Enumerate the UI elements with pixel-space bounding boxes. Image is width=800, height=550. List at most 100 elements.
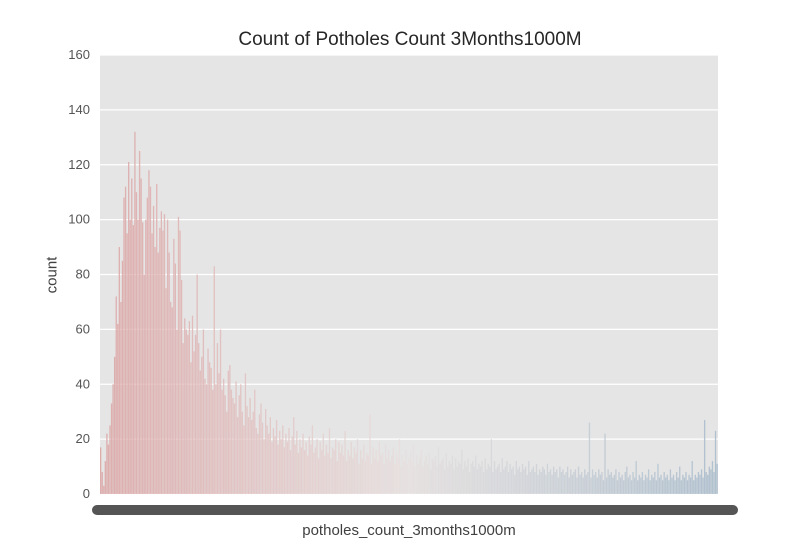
y-tick-label: 0 bbox=[83, 486, 90, 501]
bar bbox=[702, 477, 704, 494]
bar bbox=[383, 463, 385, 494]
bar bbox=[229, 365, 231, 494]
bar bbox=[333, 450, 335, 494]
bar bbox=[331, 447, 334, 494]
bar bbox=[230, 389, 233, 494]
bar bbox=[568, 477, 570, 494]
bar bbox=[152, 205, 155, 494]
bar bbox=[366, 452, 368, 494]
bar bbox=[549, 469, 552, 494]
bar bbox=[593, 474, 595, 494]
bar bbox=[521, 463, 524, 494]
bar bbox=[501, 458, 503, 494]
bar bbox=[517, 469, 519, 494]
bar bbox=[571, 474, 573, 494]
bar bbox=[629, 474, 631, 494]
bar bbox=[433, 461, 435, 494]
bar bbox=[661, 480, 664, 494]
bar bbox=[112, 384, 114, 494]
bar bbox=[510, 469, 513, 494]
bar bbox=[221, 389, 223, 494]
bar bbox=[599, 474, 602, 494]
bar bbox=[361, 458, 363, 494]
bar bbox=[129, 219, 131, 495]
bar bbox=[470, 463, 472, 494]
bar bbox=[543, 469, 545, 494]
bar bbox=[641, 472, 644, 494]
bar bbox=[412, 444, 415, 494]
bar bbox=[563, 474, 566, 494]
bar bbox=[258, 414, 261, 494]
bar bbox=[419, 458, 421, 494]
bar bbox=[697, 472, 700, 494]
bar bbox=[261, 422, 264, 494]
bar bbox=[341, 444, 343, 494]
bar bbox=[310, 444, 312, 494]
bar bbox=[420, 450, 422, 494]
bar bbox=[679, 466, 681, 494]
bar bbox=[148, 170, 150, 495]
bar bbox=[321, 450, 323, 494]
bar bbox=[556, 469, 558, 494]
bar bbox=[453, 469, 455, 494]
bar bbox=[683, 477, 686, 494]
bar bbox=[269, 417, 271, 494]
bar bbox=[285, 433, 287, 494]
bar bbox=[632, 472, 634, 494]
bar bbox=[185, 329, 187, 495]
bar bbox=[707, 474, 709, 494]
bar bbox=[686, 480, 689, 494]
bar bbox=[409, 452, 412, 494]
bar bbox=[587, 472, 589, 494]
bar bbox=[577, 466, 580, 494]
bar bbox=[363, 444, 365, 494]
y-tick-label: 120 bbox=[68, 157, 90, 172]
bar bbox=[570, 469, 572, 494]
bar bbox=[160, 211, 163, 494]
bar bbox=[204, 378, 206, 494]
bar bbox=[394, 463, 396, 494]
bar bbox=[551, 474, 553, 494]
bar bbox=[666, 474, 668, 494]
bar bbox=[299, 439, 301, 495]
bar bbox=[486, 469, 488, 494]
bar bbox=[392, 447, 394, 494]
bar bbox=[359, 450, 362, 494]
bar bbox=[303, 450, 306, 494]
bar bbox=[476, 469, 479, 494]
bar bbox=[623, 480, 625, 494]
bar bbox=[426, 463, 429, 494]
bar bbox=[484, 458, 486, 494]
bar bbox=[289, 450, 292, 494]
bar bbox=[422, 466, 424, 494]
bar bbox=[307, 455, 309, 494]
bar bbox=[545, 474, 547, 494]
y-tick-label: 40 bbox=[76, 376, 90, 391]
bar bbox=[431, 458, 433, 494]
bar bbox=[291, 436, 293, 494]
bar bbox=[324, 455, 326, 494]
bar bbox=[222, 378, 225, 494]
bar bbox=[350, 441, 352, 494]
bar bbox=[504, 466, 507, 494]
bar bbox=[327, 452, 329, 494]
bar bbox=[565, 472, 567, 494]
bar bbox=[387, 450, 390, 494]
bar bbox=[703, 419, 706, 494]
bar bbox=[157, 252, 159, 494]
bar bbox=[638, 474, 640, 494]
bar bbox=[338, 441, 340, 494]
bar bbox=[609, 474, 611, 494]
bar bbox=[411, 461, 413, 494]
bar bbox=[163, 214, 166, 494]
bar bbox=[159, 227, 161, 495]
bar bbox=[344, 430, 346, 494]
bar bbox=[532, 466, 535, 494]
bar bbox=[588, 422, 591, 494]
bar bbox=[437, 447, 440, 494]
bar bbox=[610, 472, 612, 494]
bar bbox=[372, 447, 374, 494]
bar bbox=[657, 463, 659, 494]
bar bbox=[142, 222, 144, 494]
